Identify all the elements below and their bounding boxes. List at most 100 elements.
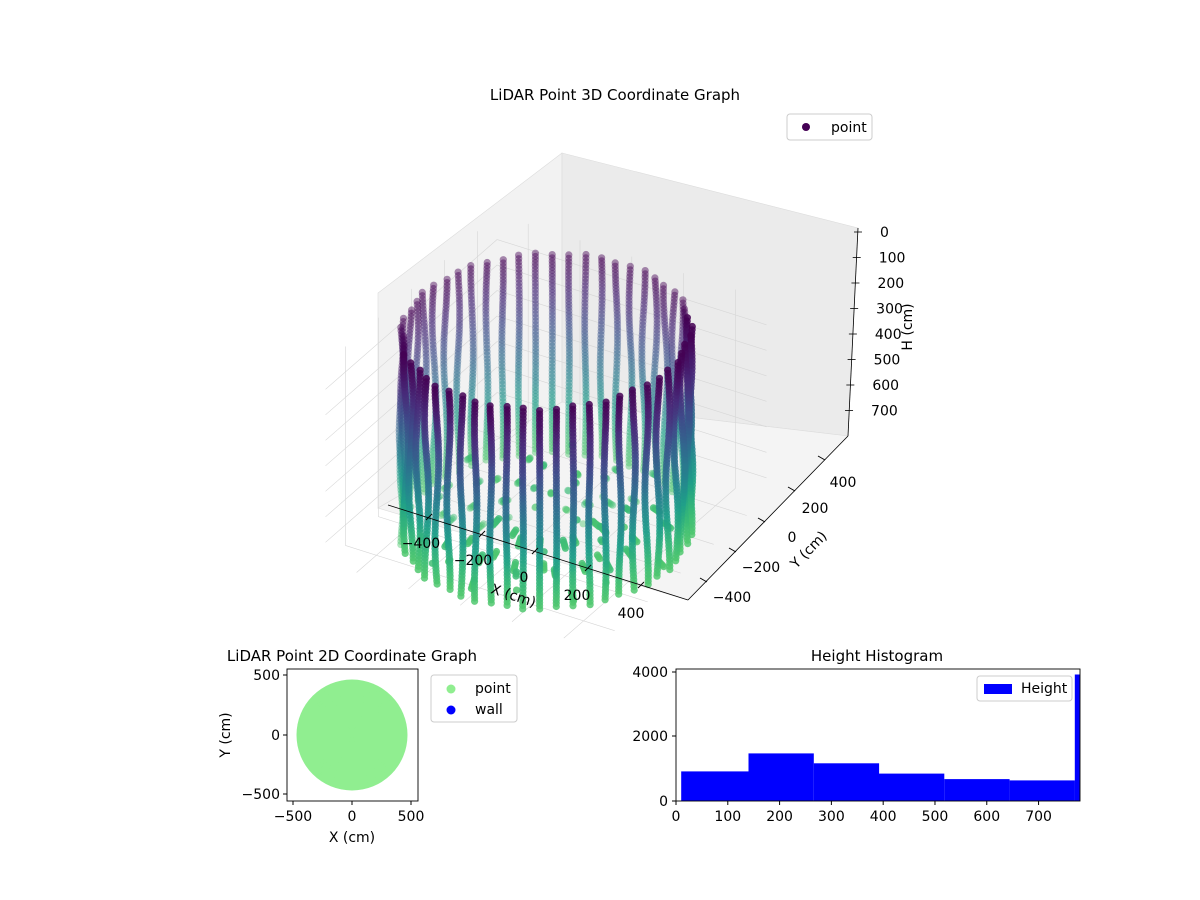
point-3d bbox=[547, 490, 555, 498]
x-ticks-2d: −500 0 500 bbox=[274, 801, 424, 825]
point-3d bbox=[396, 446, 404, 454]
point-3d bbox=[468, 385, 476, 394]
point-3d bbox=[443, 279, 451, 287]
point-3d bbox=[396, 452, 404, 460]
point-3d bbox=[440, 350, 448, 358]
point-3d bbox=[515, 275, 523, 284]
y-tick-label: −400 bbox=[713, 590, 751, 606]
point-3d bbox=[464, 455, 472, 463]
point-3d bbox=[581, 299, 589, 307]
point-3d bbox=[455, 285, 463, 293]
point-3d bbox=[663, 343, 671, 351]
point-3d bbox=[627, 345, 635, 353]
histogram-bar bbox=[813, 763, 880, 801]
point-3d bbox=[413, 350, 421, 359]
point-3d bbox=[581, 339, 589, 347]
point-3d bbox=[499, 279, 507, 287]
point-3d bbox=[531, 293, 540, 301]
point-3d bbox=[628, 367, 636, 375]
point-3d bbox=[548, 263, 556, 271]
point-3d bbox=[531, 402, 540, 410]
point-3d bbox=[565, 265, 573, 273]
point-3d bbox=[547, 489, 555, 497]
point-3d bbox=[613, 326, 622, 334]
point-3d bbox=[660, 314, 669, 322]
point-3d bbox=[515, 309, 523, 318]
point-3d bbox=[531, 303, 540, 311]
point-3d bbox=[422, 339, 430, 347]
point-3d bbox=[581, 342, 589, 350]
point-3d bbox=[581, 292, 589, 300]
point-3d bbox=[548, 282, 556, 290]
point-3d bbox=[597, 391, 605, 399]
point-3d bbox=[582, 261, 590, 269]
point-3d bbox=[530, 485, 538, 493]
point-3d bbox=[422, 353, 430, 361]
point-3d bbox=[399, 344, 407, 352]
point-3d bbox=[581, 348, 589, 356]
point-3d bbox=[650, 384, 658, 392]
point-3d bbox=[486, 545, 494, 553]
point-3d bbox=[652, 339, 661, 348]
point-3d bbox=[579, 520, 587, 528]
point-3d bbox=[598, 306, 606, 314]
point-3d bbox=[582, 374, 590, 382]
point-3d bbox=[531, 275, 539, 284]
point-3d bbox=[482, 330, 490, 338]
point-3d bbox=[440, 377, 449, 385]
point-3d bbox=[430, 354, 438, 362]
point-3d bbox=[441, 321, 449, 329]
point-3d bbox=[626, 266, 634, 274]
point-3d bbox=[641, 290, 649, 298]
point-3d bbox=[625, 296, 633, 305]
point-3d bbox=[468, 309, 476, 317]
point-3d bbox=[613, 320, 622, 328]
point-3d bbox=[466, 504, 474, 512]
legend-marker-height bbox=[984, 684, 1012, 694]
point-3d bbox=[419, 309, 427, 317]
point-3d bbox=[454, 275, 463, 283]
point-3d bbox=[498, 373, 506, 381]
point-3d bbox=[613, 323, 622, 331]
point-3d bbox=[668, 339, 676, 347]
point-3d bbox=[498, 356, 506, 364]
point-3d bbox=[440, 366, 448, 375]
point-3d bbox=[431, 368, 439, 376]
point-3d bbox=[581, 282, 589, 290]
point-3d bbox=[611, 262, 619, 270]
point-3d bbox=[429, 341, 437, 349]
point-3d bbox=[514, 377, 523, 385]
point-3d bbox=[565, 310, 573, 318]
point-3d bbox=[627, 354, 635, 362]
point-3d bbox=[399, 314, 408, 322]
point-3d bbox=[396, 449, 404, 457]
x-tick-label: 600 bbox=[973, 809, 1000, 825]
point-3d bbox=[627, 342, 635, 350]
point-3d bbox=[660, 563, 668, 571]
point-3d bbox=[548, 346, 556, 354]
point-3d bbox=[440, 360, 448, 368]
point-3d bbox=[482, 303, 490, 311]
point-3d bbox=[429, 291, 437, 299]
point-3d bbox=[443, 285, 451, 293]
point-3d bbox=[399, 327, 407, 336]
point-3d bbox=[663, 346, 671, 354]
point-3d bbox=[531, 282, 540, 290]
point-3d bbox=[679, 306, 687, 314]
point-3d bbox=[421, 336, 429, 344]
point-3d bbox=[626, 262, 634, 270]
point-3d bbox=[548, 260, 556, 268]
point-3d bbox=[463, 456, 471, 464]
point-3d bbox=[429, 347, 438, 356]
point-3d bbox=[548, 393, 556, 402]
point-3d bbox=[445, 387, 453, 395]
point-3d bbox=[668, 332, 676, 340]
z-tick-label: 200 bbox=[877, 276, 904, 292]
point-3d bbox=[396, 398, 405, 406]
point-3d bbox=[653, 309, 661, 317]
point-3d bbox=[612, 288, 620, 296]
point-3d bbox=[499, 298, 507, 306]
point-3d bbox=[612, 384, 620, 392]
point-3d bbox=[662, 340, 671, 348]
point-3d bbox=[548, 311, 557, 319]
